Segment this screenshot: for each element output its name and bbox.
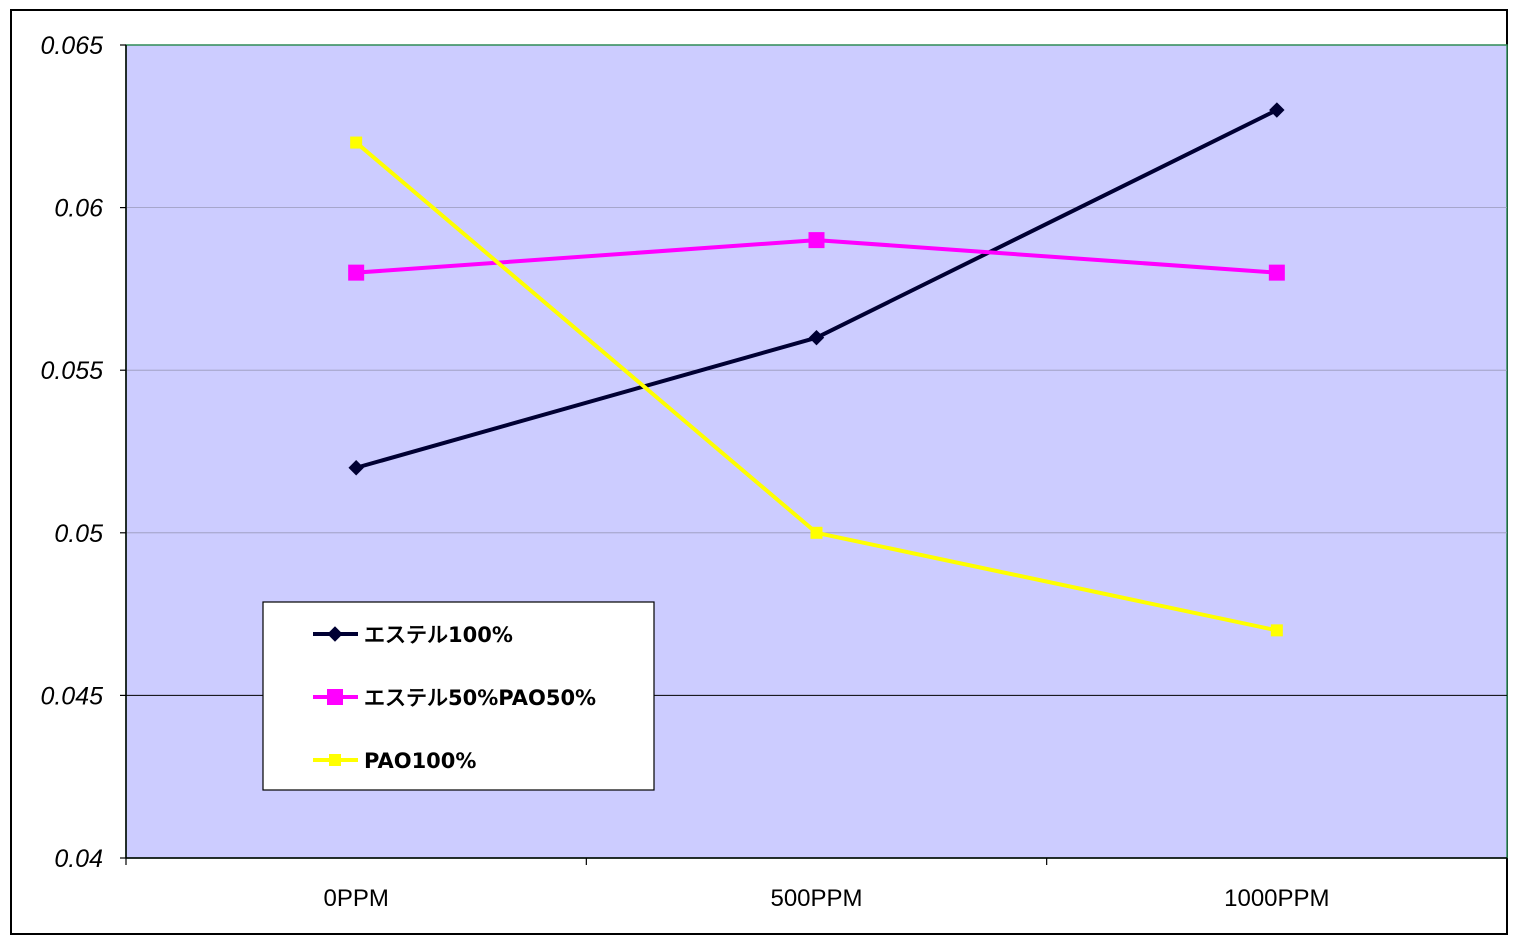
series-3 (350, 136, 1283, 637)
series-1 (348, 102, 1285, 476)
y-tick-label: 0.065 (40, 32, 103, 60)
data-point (348, 460, 364, 476)
y-tick-label: 0.04 (54, 845, 103, 873)
y-tick-label: 0.045 (40, 682, 103, 710)
data-point (350, 136, 363, 149)
data-point (1268, 264, 1285, 281)
data-point (348, 264, 365, 281)
data-point (1269, 102, 1285, 118)
legend-label: エステル50%PAO50% (364, 686, 596, 710)
y-tick-label: 0.05 (54, 520, 103, 548)
legend: エステル100% エステル50%PAO50% PAO100% (262, 601, 655, 791)
legend-swatch-marker (327, 689, 343, 705)
data-point (808, 232, 825, 249)
legend-label: エステル100% (364, 623, 513, 647)
legend-swatch-marker (329, 754, 341, 766)
x-tick-label: 500PPM (770, 885, 862, 912)
legend-swatch-marker (327, 626, 343, 642)
y-tick-label: 0.055 (40, 357, 103, 385)
series-layer (348, 102, 1285, 637)
data-point (810, 526, 823, 539)
x-axis-ticks: 0PPM 500PPM 1000PPM (125, 858, 1508, 912)
x-tick-label: 1000PPM (1224, 885, 1329, 912)
data-point (808, 329, 825, 346)
legend-label: PAO100% (364, 749, 476, 773)
axes (125, 45, 1507, 859)
data-point (1270, 624, 1283, 637)
series-2 (348, 232, 1285, 281)
x-tick-label: 0PPM (323, 885, 388, 912)
y-tick-label: 0.06 (54, 195, 103, 223)
y-axis-ticks: 0.065 0.06 0.055 0.05 0.045 0.04 (40, 32, 126, 873)
